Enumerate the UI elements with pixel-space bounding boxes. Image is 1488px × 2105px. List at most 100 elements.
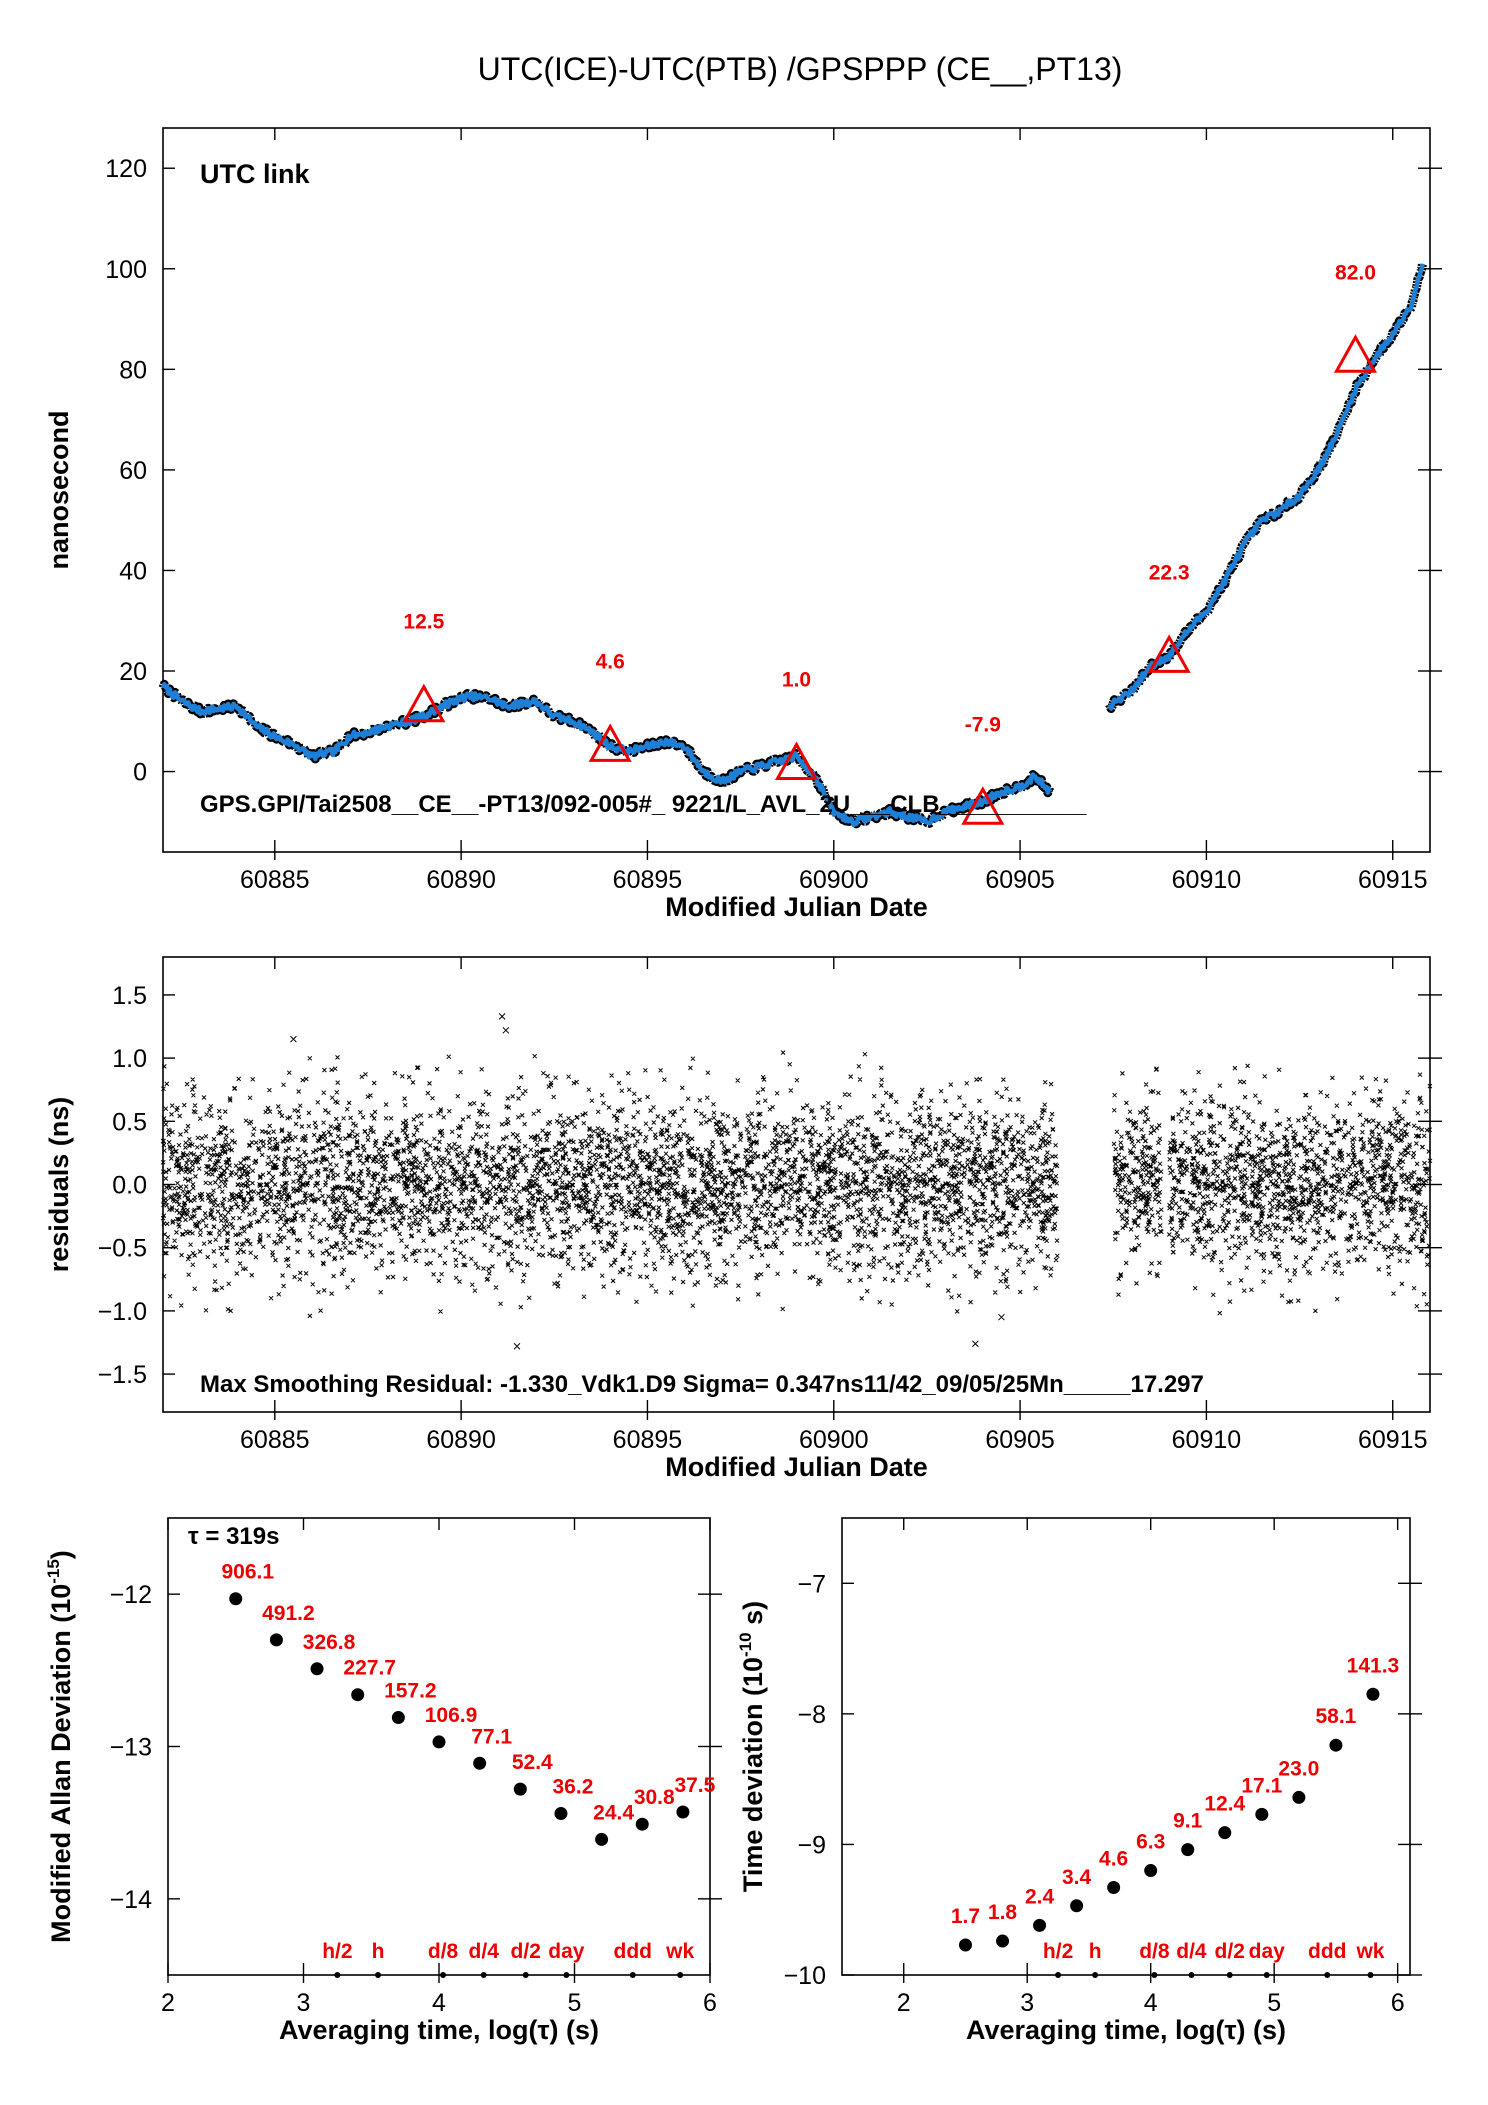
- legend-text: UTC link: [200, 159, 310, 189]
- data-point-label: 9.1: [1173, 1810, 1203, 1833]
- x-tick-label: 60915: [1358, 866, 1428, 894]
- data-point: [1218, 1826, 1232, 1840]
- y-tick-label: 40: [119, 557, 147, 585]
- y-axis-title-main: residuals (ns): [44, 1097, 74, 1273]
- data-point: [1329, 1738, 1343, 1752]
- y-tick-label: −9: [797, 1831, 826, 1859]
- x-tick-label: 60905: [985, 866, 1055, 894]
- y-axis-title-tail: ): [46, 1550, 76, 1559]
- x-tick-label: 60910: [1172, 866, 1242, 894]
- y-tick-label: 0: [133, 759, 147, 787]
- x-tick-label: 2: [897, 1989, 911, 2017]
- series-annotation: GPS.GPI/Tai2508__CE__-PT13/092-005#_ 922…: [200, 791, 1087, 818]
- data-point: [676, 1805, 690, 1819]
- data-point-label: 3.4: [1062, 1866, 1092, 1889]
- period-mark: [375, 1972, 382, 1978]
- y-axis-title-tail: s): [738, 1601, 768, 1633]
- y-tick-label: −1.5: [98, 1361, 147, 1389]
- period-label: ddd: [1308, 1940, 1346, 1963]
- x-tick-label: 6: [703, 1989, 717, 2017]
- y-axis-title: residuals (ns): [44, 1097, 74, 1273]
- x-tick-label: 60885: [240, 1426, 310, 1454]
- period-label: h/2: [1043, 1940, 1073, 1963]
- x-tick-label: 6: [1391, 1989, 1405, 2017]
- marker-triangle: [1333, 334, 1378, 373]
- marker-triangle: [774, 741, 819, 781]
- data-point: [1033, 1918, 1047, 1932]
- y-axis-title-exponent: -10: [736, 1632, 755, 1657]
- period-mark: [629, 1972, 636, 1978]
- x-tick-label: 4: [1144, 1989, 1158, 2017]
- data-point-label: 106.9: [425, 1704, 478, 1727]
- x-tick-label: 2: [161, 1989, 175, 2017]
- series-noise-band: [1105, 263, 1427, 713]
- data-point: [473, 1756, 487, 1770]
- x-tick-label: 3: [297, 1989, 311, 2017]
- period-label: day: [1249, 1940, 1286, 1963]
- data-point-label: 58.1: [1315, 1705, 1356, 1728]
- x-axis-title: Modified Julian Date: [665, 892, 928, 922]
- data-point-label: 326.8: [303, 1631, 356, 1654]
- period-label: h: [1089, 1940, 1102, 1963]
- data-point: [1181, 1843, 1195, 1857]
- data-point-label: 77.1: [471, 1725, 512, 1748]
- period-mark: [522, 1972, 529, 1978]
- y-tick-label: −10: [784, 1962, 826, 1990]
- y-tick-label: 80: [119, 356, 147, 384]
- period-label: h/2: [322, 1940, 352, 1963]
- marker-triangle: [588, 723, 632, 762]
- data-point-label: 52.4: [512, 1751, 553, 1774]
- data-point: [1144, 1864, 1158, 1878]
- x-tick-label: 60895: [613, 866, 683, 894]
- residual-annotation: Max Smoothing Residual: -1.330_Vdk1.D9 S…: [200, 1371, 1204, 1398]
- panel-offset-chart: 60885 60890 60895 60900 60905 60910 60915 0 20 40…: [44, 127, 1442, 922]
- marker-triangle: [402, 683, 446, 723]
- x-tick-label: 60915: [1358, 1426, 1428, 1454]
- period-label: wk: [665, 1940, 694, 1963]
- x-tick-label: 60905: [985, 1426, 1055, 1454]
- data-point-label: 157.2: [384, 1680, 437, 1703]
- data-point: [1255, 1807, 1269, 1821]
- tau-note: τ = 319s: [188, 1523, 279, 1550]
- period-mark: [1226, 1972, 1233, 1978]
- data-point: [1292, 1790, 1306, 1804]
- y-tick-label: 0.0: [112, 1172, 147, 1200]
- data-point-label: 1.7: [951, 1905, 980, 1928]
- y-tick-label: 1.0: [112, 1045, 147, 1073]
- residual-points: [160, 1013, 1433, 1350]
- period-label: ddd: [614, 1940, 652, 1963]
- plot-frame: [841, 1517, 1411, 1976]
- x-tick-label: 60910: [1172, 1426, 1242, 1454]
- period-label: h: [372, 1940, 385, 1963]
- x-tick-label: 5: [568, 1989, 582, 2017]
- x-tick-label: 60890: [426, 866, 496, 894]
- data-point: [310, 1662, 324, 1676]
- data-point-label: 36.2: [553, 1776, 594, 1799]
- data-point: [635, 1817, 649, 1831]
- data-point: [269, 1633, 283, 1647]
- data-point-label: 4.6: [1099, 1848, 1128, 1871]
- data-point: [1070, 1899, 1084, 1913]
- y-tick-label: −13: [110, 1734, 152, 1762]
- y-axis-title: Time deviation (10-10 s): [736, 1601, 768, 1892]
- plot-frame: [162, 127, 1431, 853]
- period-label: d/8: [1139, 1940, 1170, 1963]
- x-tick-label: 4: [432, 1989, 446, 2017]
- data-point-label: 17.1: [1241, 1774, 1282, 1797]
- y-tick-label: −0.5: [98, 1235, 147, 1263]
- marker-triangle: [961, 786, 1005, 825]
- data-point: [432, 1735, 446, 1749]
- marker-label: 1.0: [782, 669, 811, 692]
- marker-triangle: [1147, 634, 1191, 673]
- panel-tdev-chart: 2 3 4 5 6 −10 −9 −8 −7 Averaging time, log(τ) (s)…: [736, 1517, 1422, 2045]
- y-tick-label: −12: [110, 1581, 152, 1609]
- period-label: d/4: [1176, 1940, 1207, 1963]
- x-tick-label: 5: [1267, 1989, 1281, 2017]
- period-mark: [1188, 1972, 1195, 1978]
- y-tick-label: 100: [105, 256, 147, 284]
- marker-label: -7.9: [965, 713, 1001, 736]
- y-tick-label: −1.0: [98, 1298, 147, 1326]
- y-axis-title-main: Modified Allan Deviation (10: [46, 1584, 76, 1943]
- data-point-label: 141.3: [1347, 1654, 1400, 1677]
